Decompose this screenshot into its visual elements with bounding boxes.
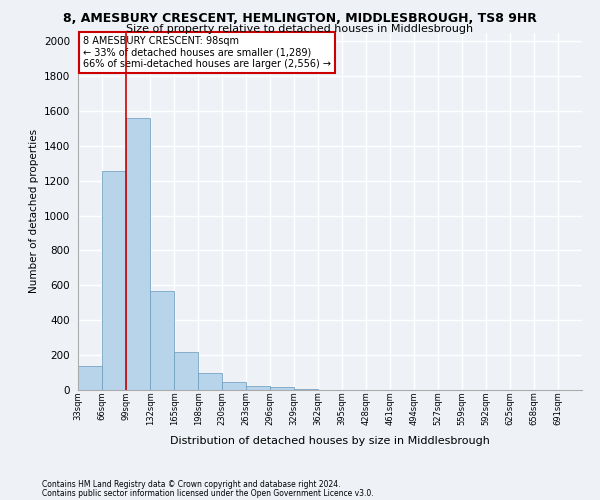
- Bar: [221, 382, 246, 390]
- Text: Size of property relative to detached houses in Middlesbrough: Size of property relative to detached ho…: [127, 24, 473, 34]
- Bar: [294, 389, 318, 390]
- Bar: [150, 290, 174, 390]
- Bar: [78, 366, 102, 390]
- Text: 8, AMESBURY CRESCENT, HEMLINGTON, MIDDLESBROUGH, TS8 9HR: 8, AMESBURY CRESCENT, HEMLINGTON, MIDDLE…: [63, 12, 537, 24]
- Text: Contains public sector information licensed under the Open Government Licence v3: Contains public sector information licen…: [42, 488, 374, 498]
- Text: Contains HM Land Registry data © Crown copyright and database right 2024.: Contains HM Land Registry data © Crown c…: [42, 480, 341, 489]
- Text: 8 AMESBURY CRESCENT: 98sqm
← 33% of detached houses are smaller (1,289)
66% of s: 8 AMESBURY CRESCENT: 98sqm ← 33% of deta…: [83, 36, 331, 70]
- Bar: [270, 388, 294, 390]
- Bar: [246, 386, 270, 390]
- Bar: [102, 172, 126, 390]
- X-axis label: Distribution of detached houses by size in Middlesbrough: Distribution of detached houses by size …: [170, 436, 490, 446]
- Bar: [126, 118, 150, 390]
- Bar: [199, 372, 223, 390]
- Y-axis label: Number of detached properties: Number of detached properties: [29, 129, 38, 294]
- Bar: [174, 352, 199, 390]
